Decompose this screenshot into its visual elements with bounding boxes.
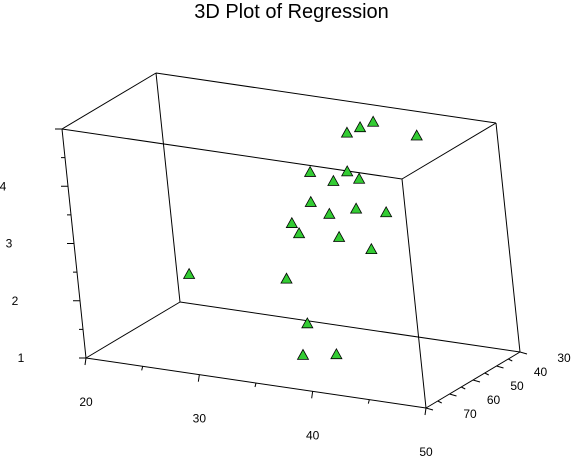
z-tick-label: 5	[0, 122, 1, 136]
data-point-triangle	[332, 230, 346, 242]
data-point-triangle	[304, 195, 317, 207]
data-point-triangle	[330, 347, 343, 360]
data-point-triangle	[365, 242, 378, 255]
data-point-triangle	[280, 272, 293, 284]
data-points	[182, 115, 423, 360]
x-tick-label: 50	[419, 445, 433, 459]
z-tick-label: 2	[12, 294, 19, 308]
box-edge	[179, 301, 521, 353]
box-edge	[61, 72, 157, 130]
y-tick	[472, 379, 481, 383]
x-tick-label: 40	[306, 428, 320, 442]
data-point-triangle	[301, 317, 314, 329]
y-tick	[425, 407, 434, 411]
data-point-triangle	[366, 115, 380, 127]
z-tick-label: 4	[0, 179, 7, 193]
plot-box	[61, 72, 521, 409]
data-point-triangle	[303, 165, 317, 177]
box-edge	[401, 122, 497, 180]
data-point-triangle	[285, 216, 299, 228]
box-edge	[401, 178, 427, 409]
y-tick	[496, 365, 504, 369]
y-tick	[508, 358, 513, 362]
data-point-triangle	[410, 129, 423, 141]
x-tick	[367, 399, 370, 404]
y-tick-label: 60	[487, 393, 501, 407]
x-tick-label: 30	[193, 412, 207, 426]
x-tick-label: 20	[79, 395, 93, 409]
x-tick	[141, 366, 144, 371]
box-edge	[155, 72, 181, 303]
x-tick	[424, 407, 427, 416]
box-edge	[495, 122, 521, 353]
chart-title: 3D Plot of Regression	[194, 1, 389, 23]
box-edge	[155, 72, 497, 124]
x-tick	[197, 374, 200, 382]
axis-ticks	[55, 128, 528, 416]
data-point-triangle	[349, 202, 363, 214]
data-point-triangle	[296, 348, 310, 360]
z-tick-label: 1	[18, 351, 25, 365]
y-tick	[437, 400, 442, 404]
y-tick	[461, 386, 466, 390]
x-tick	[254, 382, 257, 388]
y-tick-label: 50	[510, 379, 524, 393]
axis-tick-labels: 20 30 40 50 30 40 50 60 70 1 2 3 4 5	[0, 122, 571, 459]
data-point-triangle	[352, 172, 366, 184]
y-tick-label: 70	[463, 407, 477, 421]
y-tick-label: 30	[557, 351, 571, 365]
x-tick	[311, 391, 314, 399]
z-tick-label: 3	[6, 237, 13, 251]
data-point-triangle	[340, 126, 354, 138]
data-point-triangle	[327, 174, 340, 186]
data-point-triangle	[292, 227, 306, 239]
box-edge	[85, 301, 181, 359]
y-tick	[519, 351, 528, 355]
y-tick-label: 40	[534, 365, 548, 379]
data-point-triangle	[182, 267, 196, 279]
data-point-triangle	[323, 207, 336, 219]
y-tick	[484, 372, 489, 376]
x-tick	[84, 357, 87, 366]
data-point-triangle	[379, 206, 393, 218]
data-point-triangle	[353, 120, 367, 133]
data-point-triangle	[341, 165, 354, 177]
y-tick	[449, 393, 457, 397]
